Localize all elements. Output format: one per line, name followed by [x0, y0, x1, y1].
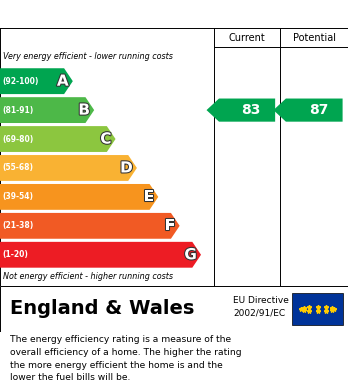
Text: (55-68): (55-68) [2, 163, 33, 172]
Polygon shape [0, 97, 94, 123]
Text: 87: 87 [309, 103, 328, 117]
Polygon shape [0, 68, 73, 94]
Text: Current: Current [229, 33, 266, 43]
Text: (21-38): (21-38) [2, 221, 34, 230]
Text: (69-80): (69-80) [2, 135, 34, 143]
Text: Very energy efficient - lower running costs: Very energy efficient - lower running co… [3, 52, 173, 61]
Text: Energy Efficiency Rating: Energy Efficiency Rating [10, 7, 213, 22]
Text: (39-54): (39-54) [2, 192, 33, 201]
Text: (1-20): (1-20) [2, 250, 28, 259]
Text: (81-91): (81-91) [2, 106, 34, 115]
Text: Not energy efficient - higher running costs: Not energy efficient - higher running co… [3, 272, 174, 281]
Text: B: B [78, 102, 90, 118]
Text: The energy efficiency rating is a measure of the
overall efficiency of a home. T: The energy efficiency rating is a measur… [10, 335, 242, 382]
Text: 83: 83 [242, 103, 261, 117]
Text: F: F [165, 218, 175, 233]
Text: E: E [144, 189, 154, 204]
Text: EU Directive
2002/91/EC: EU Directive 2002/91/EC [233, 296, 289, 317]
Polygon shape [0, 126, 116, 152]
Polygon shape [274, 99, 342, 122]
Bar [292, 293, 343, 325]
Text: England & Wales: England & Wales [10, 300, 195, 319]
Text: (92-100): (92-100) [2, 77, 39, 86]
Polygon shape [0, 184, 158, 210]
Polygon shape [0, 242, 201, 268]
Text: Potential: Potential [293, 33, 336, 43]
Text: D: D [120, 160, 133, 176]
Polygon shape [206, 99, 275, 122]
Text: C: C [100, 131, 111, 147]
Text: G: G [184, 247, 197, 262]
Text: A: A [57, 74, 69, 89]
Polygon shape [0, 213, 180, 239]
Polygon shape [0, 155, 137, 181]
